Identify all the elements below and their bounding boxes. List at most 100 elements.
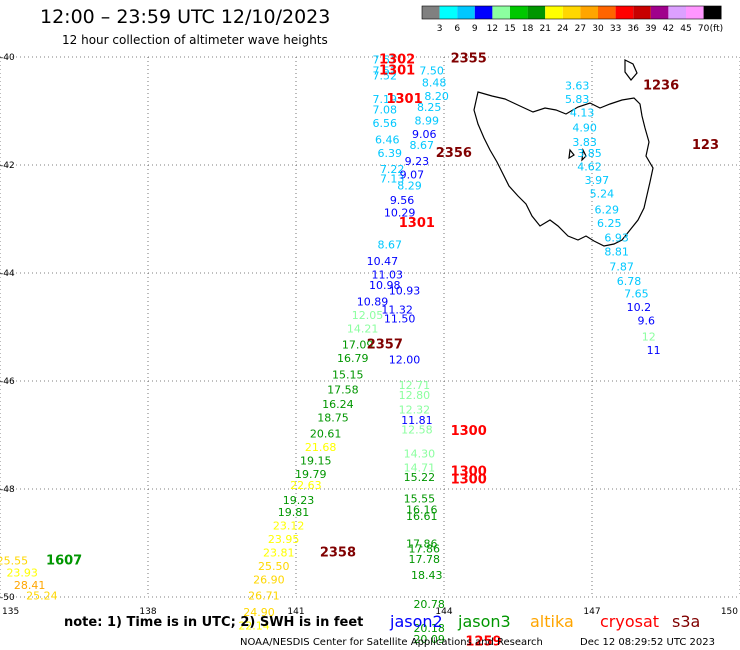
- map-grid: [0, 56, 740, 598]
- colorbar-swatch: [474, 6, 493, 19]
- wave-height-value: 18.43: [411, 569, 443, 582]
- footer-credit: NOAA/NESDIS Center for Satellite Applica…: [240, 637, 543, 648]
- wave-height-value: 7.87: [609, 260, 634, 273]
- pass-time-label: 1607: [46, 554, 82, 569]
- wave-height-value: 11.81: [401, 414, 433, 427]
- wave-height-value: 8.25: [417, 101, 442, 114]
- colorbar-tick-label: 45: [680, 24, 691, 34]
- wave-height-value: 17.86: [409, 543, 441, 556]
- colorbar-tick-label: 24: [557, 24, 569, 34]
- wave-height-value: 14.30: [404, 448, 436, 461]
- colorbar-swatch: [668, 6, 686, 19]
- longitude-label: 144: [435, 607, 452, 617]
- colorbar-tick-label: 42: [663, 24, 674, 34]
- wave-height-value: 16.61: [406, 510, 438, 523]
- colorbar-tick-label: 15: [504, 24, 515, 34]
- wave-height-value: 19.81: [278, 506, 310, 519]
- wave-height-value: 8.81: [604, 246, 629, 259]
- wave-height-value: 3.83: [572, 136, 597, 149]
- legend-s3a: s3a: [672, 612, 700, 631]
- wave-height-value: 10.89: [357, 295, 389, 308]
- longitude-label: 147: [583, 607, 600, 617]
- colorbar-swatch: [527, 6, 546, 19]
- latitude-label: -42: [0, 161, 15, 171]
- wave-height-value: 23.81: [263, 547, 295, 560]
- colorbar-swatch: [580, 6, 598, 19]
- wave-height-value: 26.71: [248, 590, 280, 603]
- pass-time-labels: 1302130113011301130013001300125923552356…: [46, 51, 719, 649]
- colorbar-border: [421, 5, 722, 20]
- wave-height-value: 9.07: [400, 169, 425, 182]
- page-title: 12:00 – 23:59 UTC 12/10/2023: [40, 6, 331, 28]
- colorbar-swatch: [598, 6, 616, 19]
- footer-timestamp: Dec 12 08:29:52 UTC 2023: [580, 637, 715, 648]
- wave-height-value: 11.50: [384, 313, 416, 326]
- wave-height-value: 5.83: [565, 93, 590, 106]
- wave-height-value: 28.41: [14, 579, 46, 592]
- latitude-label: -48: [0, 485, 15, 495]
- colorbar-swatch: [686, 6, 704, 19]
- colorbar-swatch: [457, 6, 475, 19]
- latitude-label: -46: [0, 377, 15, 387]
- wave-height-value: 12.80: [399, 389, 431, 402]
- wave-height-value: 4.90: [572, 122, 597, 135]
- wave-height-value: 10.47: [367, 255, 399, 268]
- colorbar-tick-label: 70: [698, 24, 710, 34]
- wave-height-value: 14.21: [347, 322, 379, 335]
- colorbar-tick-label: 21: [539, 24, 550, 34]
- wave-height-value: 6.29: [595, 204, 620, 217]
- colorbar-swatch: [633, 6, 651, 19]
- wave-height-value: 6.93: [604, 232, 629, 245]
- wave-height-value: 7.57: [373, 53, 398, 66]
- wave-height-value: 3.97: [585, 174, 610, 187]
- wave-height-value: 6.56: [373, 117, 398, 130]
- colorbar-swatch: [703, 6, 722, 19]
- longitude-label: 138: [139, 607, 156, 617]
- wave-height-value: 21.68: [305, 441, 337, 454]
- colorbar-swatch: [510, 6, 528, 19]
- wave-height-value: 20.09: [413, 633, 445, 646]
- wave-height-value: 17.58: [327, 383, 359, 396]
- wave-height-value: 7.65: [624, 287, 649, 300]
- wave-height-value: 9.06: [412, 128, 437, 141]
- colorbar-tick-label: 3: [437, 24, 443, 34]
- colorbar-tick-label: 30: [592, 24, 604, 34]
- wave-height-value: 25.50: [258, 560, 290, 573]
- wave-height-value: 7.50: [419, 64, 444, 77]
- latitude-label: -40: [0, 53, 15, 63]
- colorbar-tick-label: 36: [627, 24, 639, 34]
- wave-height-value: 15.22: [404, 471, 436, 484]
- pass-time-label: 2358: [320, 546, 356, 561]
- wave-height-value: 12.58: [401, 423, 433, 436]
- legend-cryosat: cryosat: [600, 612, 659, 631]
- colorbar-tick-label: 27: [575, 24, 586, 34]
- wave-height-value: 25.24: [26, 590, 58, 603]
- wave-height-value: 16.24: [322, 398, 354, 411]
- wave-height-value: 12: [642, 331, 656, 344]
- colorbar-tick-label: 9: [472, 24, 478, 34]
- wave-height-value: 19.79: [295, 468, 327, 481]
- wave-height-value: 7.52: [373, 70, 398, 83]
- colorbar-swatch: [439, 6, 458, 19]
- wave-height-value: 19.23: [283, 494, 315, 507]
- wave-height-value: 7.08: [373, 104, 398, 117]
- wave-height-value: 16.16: [406, 503, 438, 516]
- page-subtitle: 12 hour collection of altimeter wave hei…: [62, 33, 328, 47]
- wave-height-value: 20.18: [413, 622, 445, 635]
- pass-time-label: 1300: [451, 465, 487, 480]
- longitude-label: 141: [287, 607, 304, 617]
- wave-height-value: 25.55: [0, 555, 28, 568]
- legend-jason3: jason3: [457, 612, 511, 631]
- wave-height-value: 6.46: [375, 133, 400, 146]
- colorbar-tick-label: 18: [522, 24, 534, 34]
- wave-height-value: 20.78: [413, 598, 445, 611]
- wave-height-value: 9.6: [638, 314, 656, 327]
- wave-height-value: 7.51: [373, 64, 398, 77]
- wave-height-value: 26.90: [253, 574, 285, 587]
- wave-height-value: 8.67: [410, 139, 435, 152]
- wave-height-value: 17.78: [409, 553, 441, 566]
- pass-time-label: 1300: [451, 424, 487, 439]
- latitude-label: -50: [0, 593, 15, 603]
